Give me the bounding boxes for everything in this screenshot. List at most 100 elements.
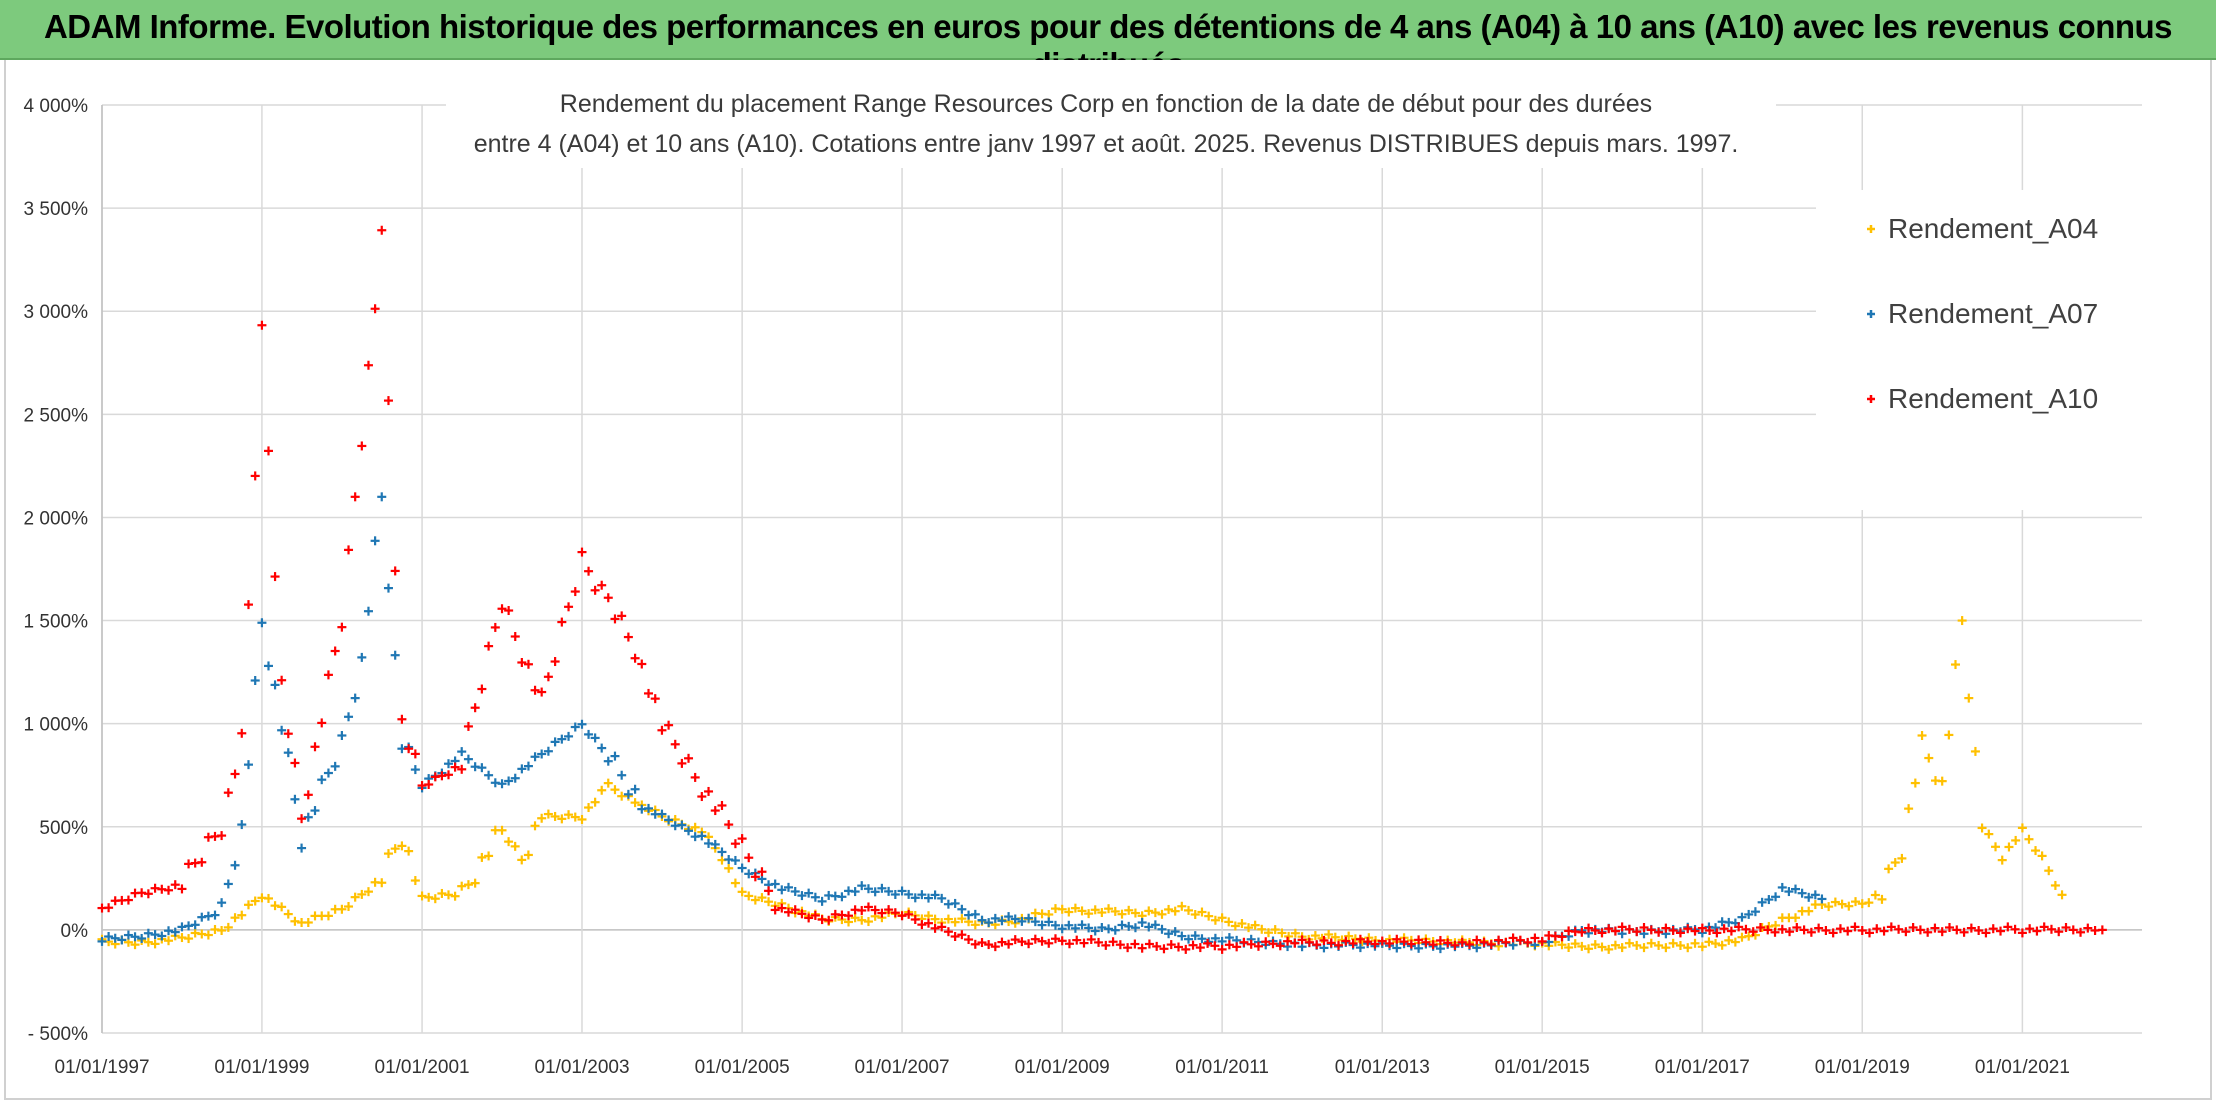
data-point — [1894, 924, 1904, 934]
data-point — [810, 910, 820, 920]
data-point — [1283, 936, 1293, 946]
data-point — [957, 904, 967, 914]
data-point — [484, 851, 494, 861]
data-point — [1024, 939, 1034, 949]
data-point — [657, 809, 667, 819]
data-point — [870, 905, 880, 915]
data-point — [937, 893, 947, 903]
data-point — [1748, 927, 1758, 937]
data-point — [950, 932, 960, 942]
data-point — [517, 764, 527, 774]
data-point — [363, 887, 373, 897]
data-point — [404, 744, 414, 754]
data-point — [243, 600, 253, 610]
data-point — [1064, 920, 1074, 930]
data-point — [383, 583, 393, 593]
data-point — [597, 580, 607, 590]
data-point — [863, 902, 873, 912]
data-point — [777, 885, 787, 895]
data-point — [1024, 913, 1034, 923]
data-point — [303, 790, 313, 800]
data-point — [1697, 923, 1707, 933]
data-point — [1077, 906, 1087, 916]
data-point — [1764, 895, 1774, 905]
data-point — [1872, 924, 1882, 934]
data-point — [1804, 892, 1814, 902]
data-point — [357, 652, 367, 662]
data-point — [1030, 917, 1040, 927]
data-point — [1077, 920, 1087, 930]
data-point — [1290, 938, 1300, 948]
data-point — [217, 925, 227, 935]
data-point — [1197, 934, 1207, 944]
data-point — [550, 811, 560, 821]
chart-area: - 500% 0% 500% 1 000% 1 500% 2 000% 2 500% 3 00… — [4, 60, 2212, 1100]
data-point — [504, 606, 514, 616]
data-point — [283, 748, 293, 758]
data-point — [1137, 918, 1147, 928]
data-point — [1814, 923, 1824, 933]
data-point — [1683, 924, 1693, 934]
data-point — [704, 786, 714, 796]
data-point — [1177, 931, 1187, 941]
data-point — [1726, 926, 1736, 936]
data-point — [424, 892, 434, 902]
data-point — [1174, 942, 1184, 952]
data-point — [897, 911, 907, 921]
data-point — [710, 839, 720, 849]
data-point — [564, 602, 574, 612]
data-point — [850, 887, 860, 897]
data-point — [1712, 928, 1722, 938]
data-point — [2010, 924, 2020, 934]
data-point — [1253, 941, 1263, 951]
data-point — [170, 880, 180, 890]
data-point — [730, 878, 740, 888]
data-point — [870, 887, 880, 897]
data-point — [143, 889, 153, 899]
data-point — [390, 650, 400, 660]
data-point — [764, 886, 774, 896]
data-point — [1064, 907, 1074, 917]
data-point — [630, 653, 640, 663]
data-point — [1501, 937, 1511, 947]
data-point — [263, 661, 273, 671]
data-point — [1144, 922, 1154, 932]
data-point — [1101, 940, 1111, 950]
data-point — [177, 884, 187, 894]
data-point — [1930, 923, 1940, 933]
data-point — [1263, 928, 1273, 938]
chart-points — [97, 225, 2107, 954]
data-point — [1297, 935, 1307, 945]
data-point — [1977, 823, 1987, 833]
data-point — [1170, 906, 1180, 916]
data-point — [1799, 925, 1809, 935]
data-point — [1654, 940, 1664, 950]
data-point — [470, 878, 480, 888]
data-point — [1654, 927, 1664, 937]
data-point — [1950, 660, 1960, 670]
data-point — [1117, 909, 1127, 919]
data-point — [844, 911, 854, 921]
data-point — [1851, 897, 1861, 907]
data-point — [877, 908, 887, 918]
data-point — [2003, 922, 2013, 932]
data-point — [617, 611, 627, 621]
data-point — [123, 930, 133, 940]
data-point — [1610, 926, 1620, 936]
data-point — [250, 896, 260, 906]
data-point — [1844, 901, 1854, 911]
data-point — [1157, 909, 1167, 919]
data-point — [1435, 935, 1445, 945]
data-point — [950, 917, 960, 927]
data-point — [1494, 935, 1504, 945]
data-point — [1392, 943, 1402, 953]
data-point — [1017, 916, 1027, 926]
data-point — [910, 914, 920, 924]
data-point — [590, 585, 600, 595]
data-point — [337, 622, 347, 632]
data-point — [1952, 925, 1962, 935]
data-point — [970, 920, 980, 930]
data-point — [257, 618, 267, 628]
data-point — [410, 765, 420, 775]
data-point — [810, 892, 820, 902]
